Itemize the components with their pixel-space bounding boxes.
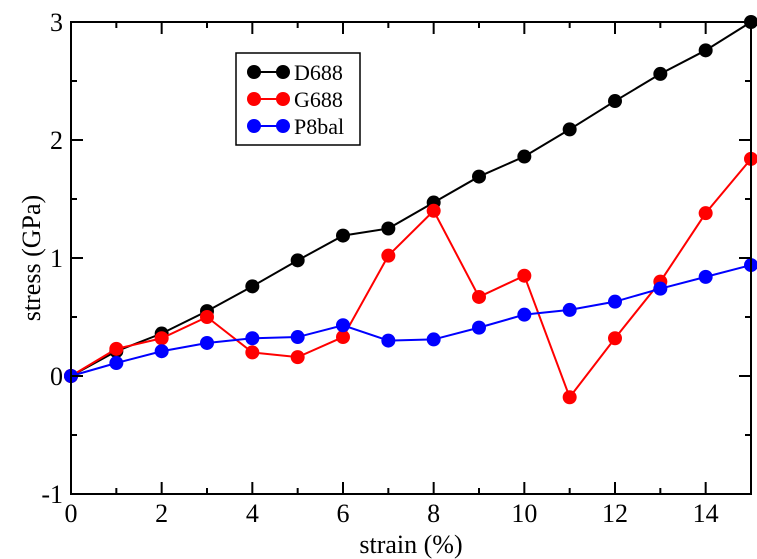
data-point xyxy=(653,281,668,296)
legend-marker xyxy=(276,92,290,106)
y-axis-title: stress (GPa) xyxy=(17,195,46,321)
data-point xyxy=(336,318,350,333)
y-tick-label: -1 xyxy=(41,480,63,509)
data-point xyxy=(290,350,305,365)
x-tick-label: 12 xyxy=(602,499,628,528)
data-point xyxy=(517,307,532,322)
data-point xyxy=(245,345,260,360)
legend-label: G688 xyxy=(294,87,343,112)
data-point xyxy=(154,344,169,359)
data-point xyxy=(608,294,622,309)
x-tick-label: 2 xyxy=(155,499,168,528)
data-point xyxy=(426,332,441,347)
data-point xyxy=(698,269,713,284)
legend-label: D688 xyxy=(294,60,343,85)
series-d688 xyxy=(64,15,757,383)
data-point xyxy=(381,221,396,236)
data-point xyxy=(562,122,577,137)
plot-frame xyxy=(70,21,752,495)
data-point xyxy=(109,341,124,356)
legend-marker xyxy=(247,92,261,106)
data-point xyxy=(472,320,486,335)
data-point xyxy=(200,310,214,324)
data-point xyxy=(608,331,622,346)
data-point xyxy=(472,169,486,184)
data-point xyxy=(381,248,396,263)
data-point xyxy=(336,228,350,243)
data-point xyxy=(290,330,305,345)
data-point xyxy=(608,94,622,109)
data-point xyxy=(562,302,577,317)
x-tick-label: 10 xyxy=(511,499,537,528)
x-tick-label: 6 xyxy=(337,499,350,528)
data-point xyxy=(426,203,441,218)
data-point xyxy=(245,279,260,294)
x-axis-title: strain (%) xyxy=(359,530,462,559)
x-tick-label: 14 xyxy=(693,499,719,528)
legend-entry: P8bal xyxy=(247,114,344,139)
data-point xyxy=(381,333,396,348)
series-g688 xyxy=(64,151,757,405)
y-tick-label: 3 xyxy=(50,8,63,37)
x-tick-label: 4 xyxy=(246,499,259,528)
legend-marker xyxy=(247,65,261,79)
data-point xyxy=(290,253,305,268)
legend-marker xyxy=(276,65,290,79)
legend-marker xyxy=(276,119,290,133)
data-point xyxy=(517,149,532,164)
data-point xyxy=(653,66,668,81)
y-tick-label: 1 xyxy=(50,244,63,273)
x-tick-label: 0 xyxy=(65,499,78,528)
series-p8bal xyxy=(64,258,757,383)
data-point xyxy=(472,289,486,304)
legend-entry: D688 xyxy=(247,60,343,85)
data-point xyxy=(336,330,350,345)
series-line xyxy=(70,158,752,400)
data-point xyxy=(698,43,713,58)
legend-label: P8bal xyxy=(294,114,344,139)
data-point xyxy=(698,206,713,221)
legend-entry: G688 xyxy=(247,87,343,112)
data-point xyxy=(200,335,214,350)
y-tick-label: 0 xyxy=(50,362,63,391)
x-tick-label: 8 xyxy=(427,499,440,528)
legend-marker xyxy=(247,119,261,133)
data-point xyxy=(109,356,124,371)
series-line xyxy=(70,264,752,377)
data-point xyxy=(517,268,532,283)
data-point xyxy=(154,331,169,346)
series-line xyxy=(70,21,752,377)
data-point xyxy=(562,390,577,405)
y-tick-label: 2 xyxy=(50,126,63,155)
data-point xyxy=(245,331,260,346)
